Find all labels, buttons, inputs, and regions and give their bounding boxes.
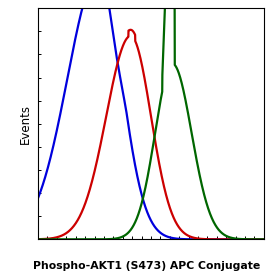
Text: Phospho-AKT1 (S473) APC Conjugate: Phospho-AKT1 (S473) APC Conjugate bbox=[33, 261, 261, 271]
Y-axis label: Events: Events bbox=[19, 104, 32, 144]
